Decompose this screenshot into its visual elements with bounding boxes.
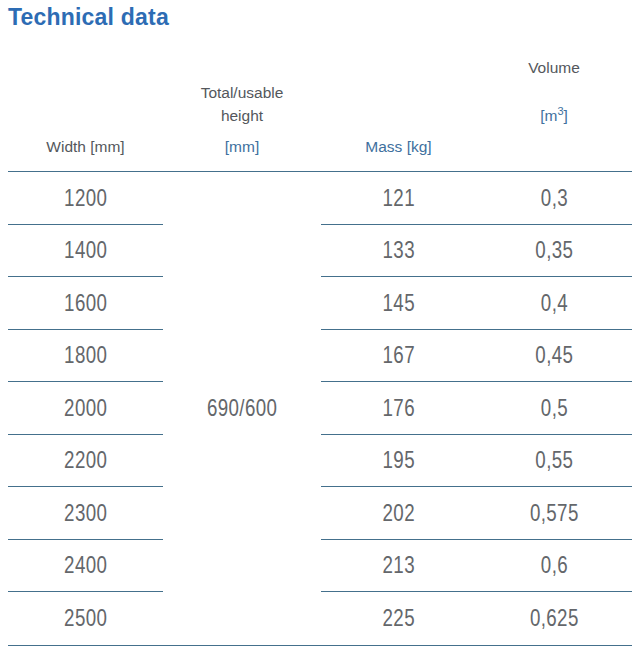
mass-value: 176 [382,394,414,422]
width-cell: 2500 [8,592,163,645]
mass-cell: 121 [321,172,476,225]
height-header-line2: height [221,104,263,127]
volume-value: 0,45 [535,341,573,369]
mass-cell: 213 [321,540,476,593]
mass-cell: 202 [321,487,476,540]
volume-cell: 0,35 [476,225,632,278]
width-cell: 2200 [8,435,163,488]
mass-value: 167 [382,341,414,369]
width-value: 2400 [64,551,107,579]
page: Technical data Width [mm] Total/usable h… [0,0,642,652]
volume-cell: 0,55 [476,435,632,488]
width-value: 2000 [64,394,107,422]
width-cell: 2000 [8,382,163,435]
height-cell: 690/600 [163,172,321,645]
mass-cell: 145 [321,277,476,330]
mass-cell: 133 [321,225,476,278]
volume-value: 0,625 [530,604,579,632]
height-header-unit: [mm] [225,135,259,158]
volume-value: 0,35 [535,236,573,264]
volume-value: 0,3 [540,184,567,212]
volume-value: 0,55 [535,446,573,474]
mass-value: 195 [382,446,414,474]
width-value: 1600 [64,289,107,317]
width-cell: 2400 [8,540,163,593]
volume-cell: 0,5 [476,382,632,435]
mass-value: 213 [382,551,414,579]
volume-cell: 0,45 [476,330,632,383]
page-title: Technical data [8,4,169,31]
volume-cell: 0,625 [476,592,632,645]
width-cell: 1800 [8,330,163,383]
width-cell: 1200 [8,172,163,225]
volume-value: 0,5 [540,394,567,422]
volume-value: 0,4 [540,289,567,317]
mass-value: 225 [382,604,414,632]
width-value: 1800 [64,341,107,369]
width-cell: 1400 [8,225,163,278]
mass-cell: 176 [321,382,476,435]
col-header-volume: Volume [m3] [476,39,632,171]
mass-value: 202 [382,499,414,527]
width-value: 2200 [64,446,107,474]
volume-cell: 0,3 [476,172,632,225]
width-value: 2500 [64,604,107,632]
width-value: 1400 [64,236,107,264]
technical-data-table: Width [mm] Total/usable height [mm] Mass… [8,39,632,646]
mass-header-label: Mass [kg] [365,135,431,158]
width-value: 2300 [64,499,107,527]
volume-cell: 0,575 [476,487,632,540]
table-body: 690/600 1200 121 0,3 1400 133 0,35 1600 … [8,172,632,646]
mass-value: 133 [382,236,414,264]
width-value: 1200 [64,184,107,212]
width-cell: 2300 [8,487,163,540]
volume-value: 0,575 [530,499,579,527]
mass-cell: 225 [321,592,476,645]
col-header-height: Total/usable height [mm] [163,39,321,171]
volume-header-label: Volume [528,56,580,79]
mass-value: 145 [382,289,414,317]
volume-cell: 0,4 [476,277,632,330]
mass-cell: 195 [321,435,476,488]
table-header-row: Width [mm] Total/usable height [mm] Mass… [8,39,632,172]
height-value: 690/600 [207,394,277,422]
width-cell: 1600 [8,277,163,330]
volume-cell: 0,6 [476,540,632,593]
height-header-line1: Total/usable [201,81,284,104]
mass-cell: 167 [321,330,476,383]
volume-header-unit: [m3] [540,104,568,127]
col-header-width: Width [mm] [8,39,163,171]
mass-value: 121 [382,184,414,212]
col-header-mass: Mass [kg] [321,39,476,171]
volume-value: 0,6 [540,551,567,579]
width-header-label: Width [mm] [46,135,124,158]
